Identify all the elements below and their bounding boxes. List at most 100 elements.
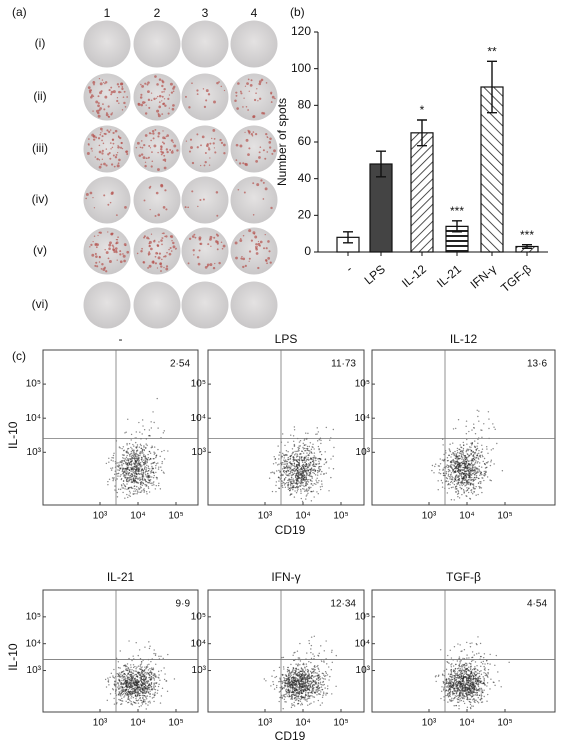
spot <box>92 110 94 112</box>
event <box>136 700 138 702</box>
event <box>314 672 317 674</box>
spot <box>209 235 213 239</box>
event <box>307 481 310 483</box>
event <box>463 458 465 461</box>
event <box>489 663 491 665</box>
event <box>319 693 321 696</box>
event <box>310 661 312 664</box>
spot <box>160 183 164 187</box>
event <box>135 480 137 483</box>
event <box>163 449 165 452</box>
event <box>293 689 296 692</box>
event <box>139 690 142 692</box>
event <box>320 683 323 686</box>
event <box>472 459 474 462</box>
spot <box>161 232 164 235</box>
event <box>144 682 146 684</box>
event <box>473 452 476 454</box>
event <box>124 497 126 499</box>
event <box>281 483 283 485</box>
event <box>285 689 287 691</box>
spot <box>92 81 96 84</box>
event <box>127 466 130 468</box>
event <box>140 670 143 673</box>
event <box>135 692 137 694</box>
well <box>230 227 278 275</box>
event <box>460 473 463 475</box>
event <box>463 466 466 469</box>
spot <box>142 261 146 264</box>
event <box>446 464 448 466</box>
event <box>274 458 276 461</box>
event <box>145 470 148 472</box>
event <box>148 474 150 477</box>
event <box>310 483 312 485</box>
event <box>144 461 146 464</box>
event <box>299 675 302 678</box>
event <box>128 462 130 464</box>
event <box>108 478 111 481</box>
spot <box>150 139 152 142</box>
event <box>136 493 138 495</box>
event <box>309 458 312 460</box>
event <box>135 673 138 676</box>
event <box>140 691 142 693</box>
event <box>136 477 138 479</box>
spot <box>105 251 109 255</box>
event <box>470 460 472 462</box>
spot <box>190 146 193 150</box>
spot <box>158 78 162 81</box>
spot <box>101 135 104 138</box>
spot <box>119 91 122 93</box>
event <box>315 483 317 485</box>
event <box>265 680 267 682</box>
event <box>453 460 455 462</box>
spot <box>110 192 114 196</box>
event <box>128 494 130 497</box>
column-label: 3 <box>202 6 209 20</box>
event <box>132 449 134 451</box>
event <box>126 458 129 460</box>
event <box>111 467 114 469</box>
event <box>127 473 130 475</box>
event <box>134 461 137 463</box>
event <box>133 684 136 686</box>
event <box>292 464 294 467</box>
event <box>133 463 135 465</box>
event <box>136 691 139 694</box>
event <box>127 684 130 686</box>
event <box>305 490 307 492</box>
spot <box>124 106 127 108</box>
event <box>283 479 286 481</box>
spot <box>95 246 98 249</box>
y-tick-label: 60 <box>298 134 312 148</box>
event <box>117 682 119 684</box>
event <box>143 674 145 676</box>
spot <box>126 152 129 156</box>
event <box>312 689 315 691</box>
event <box>328 467 330 469</box>
event <box>153 461 156 464</box>
event <box>123 474 126 476</box>
spot <box>248 90 250 92</box>
event <box>121 470 124 473</box>
row-label: (ii) <box>33 89 46 103</box>
event <box>305 663 308 665</box>
event <box>119 699 122 701</box>
event <box>299 660 302 662</box>
event <box>127 669 129 671</box>
event <box>146 444 148 447</box>
spot <box>205 99 208 102</box>
event <box>289 489 291 492</box>
event <box>482 477 484 479</box>
event <box>316 474 319 476</box>
event <box>453 472 455 474</box>
spot <box>89 246 91 248</box>
event <box>318 468 320 470</box>
event <box>149 476 151 479</box>
event <box>289 674 291 676</box>
event <box>317 431 320 433</box>
event <box>474 487 476 490</box>
event <box>138 689 141 691</box>
event <box>126 685 128 687</box>
